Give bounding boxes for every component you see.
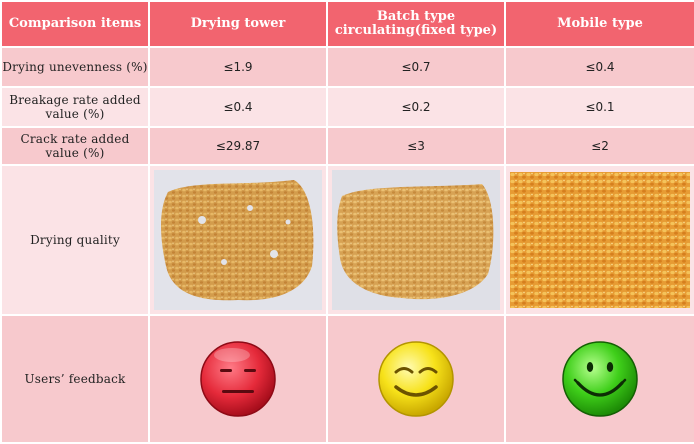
- photo-cell: [504, 164, 694, 316]
- row-label-breakage-rate: Breakage rate added value (%): [0, 86, 150, 128]
- table-row: Crack rate added value (%) ≤29.87 ≤3 ≤2: [0, 126, 694, 166]
- smiling-face-icon: [378, 341, 454, 417]
- face-cell: [326, 314, 506, 444]
- header-batch-type: Batch type circulating(fixed type): [326, 0, 506, 48]
- neutral-face-icon: [200, 341, 276, 417]
- header-mobile-type: Mobile type: [504, 0, 694, 48]
- row-label-drying-unevenness: Drying unevenness (%): [0, 46, 150, 88]
- row-label-drying-quality: Drying quality: [0, 164, 150, 316]
- photo-cell: [326, 164, 506, 316]
- cell-value: ≤0.1: [504, 86, 694, 128]
- row-label-crack-rate: Crack rate added value (%): [0, 126, 150, 166]
- cell-value: ≤0.4: [504, 46, 694, 88]
- table-row: Drying quality: [0, 164, 694, 316]
- cell-value: ≤3: [326, 126, 506, 166]
- table-row: Users’ feedback: [0, 314, 694, 444]
- corn-kernels-photo: [510, 172, 690, 308]
- happy-face-icon: [562, 341, 638, 417]
- cell-value: ≤2: [504, 126, 694, 166]
- cell-value: ≤29.87: [148, 126, 328, 166]
- header-drying-tower: Drying tower: [148, 0, 328, 48]
- cell-value: ≤0.4: [148, 86, 328, 128]
- corn-kernels-photo: [332, 170, 500, 310]
- photo-cell: [148, 164, 328, 316]
- row-label-users-feedback: Users’ feedback: [0, 314, 150, 444]
- cell-value: ≤1.9: [148, 46, 328, 88]
- header-comparison-items: Comparison items: [0, 0, 150, 48]
- cell-value: ≤0.7: [326, 46, 506, 88]
- face-cell: [504, 314, 694, 444]
- cell-value: ≤0.2: [326, 86, 506, 128]
- face-cell: [148, 314, 328, 444]
- table-row: Breakage rate added value (%) ≤0.4 ≤0.2 …: [0, 86, 694, 128]
- table-row: Drying unevenness (%) ≤1.9 ≤0.7 ≤0.4: [0, 46, 694, 88]
- header-row: Comparison items Drying tower Batch type…: [0, 0, 694, 48]
- corn-kernels-photo: [154, 170, 322, 310]
